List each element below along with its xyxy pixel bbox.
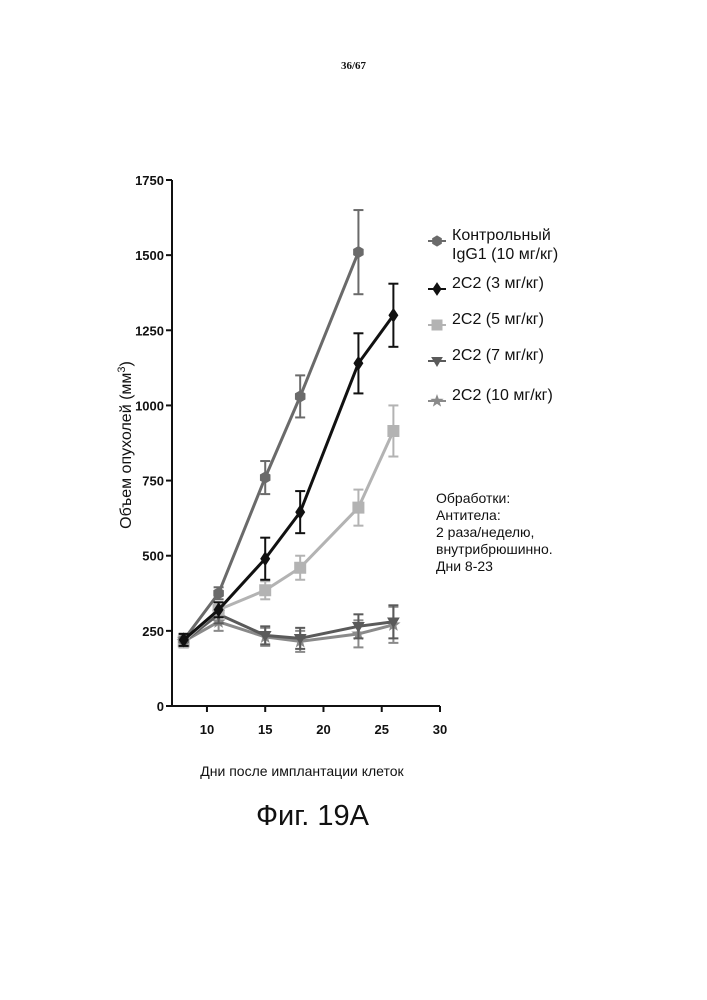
- x-tick-label: 20: [316, 722, 330, 737]
- y-tick-label: 0: [157, 699, 164, 714]
- legend-symbol: [432, 396, 442, 406]
- data-point: [214, 588, 224, 599]
- data-point: [295, 562, 306, 573]
- legend-symbol: [433, 236, 442, 246]
- figure-caption: Фиг. 19А: [0, 800, 625, 833]
- legend-item-control: Контрольный IgG1 (10 мг/кг): [428, 224, 628, 260]
- x-tick-label: 10: [200, 722, 214, 737]
- data-point: [295, 391, 305, 402]
- legend-label: 2C2 (3 мг/кг): [452, 274, 544, 293]
- data-point: [354, 247, 364, 258]
- y-tick-label: 750: [142, 474, 164, 489]
- legend-symbol: [432, 320, 442, 330]
- legend-item-2c2-5: 2C2 (5 мг/кг): [428, 308, 628, 344]
- y-tick-label: 1250: [135, 323, 164, 338]
- y-tick-label: 1000: [135, 398, 164, 413]
- legend-label: 2C2 (7 мг/кг): [452, 346, 544, 365]
- tumor-volume-chart: 0 250 500 750 1000 1250 1500 1750 10 15 20 25 30 Дни…: [0, 0, 707, 1000]
- x-tick-label: 15: [258, 722, 272, 737]
- legend-item-2c2-7: 2C2 (7 мг/кг): [428, 344, 628, 380]
- series-1: [179, 210, 364, 646]
- star-marker-icon: [428, 392, 446, 410]
- data-point: [388, 426, 399, 437]
- diamond-marker-icon: [428, 280, 446, 298]
- series-2: [179, 284, 399, 647]
- data-point: [260, 585, 271, 596]
- notes-line: Антитела:: [436, 507, 553, 524]
- series-line: [184, 252, 359, 640]
- legend-label: 2C2 (5 мг/кг): [452, 310, 544, 329]
- y-tick-label: 250: [142, 624, 164, 639]
- notes-line: внутрибрюшинно.: [436, 541, 553, 558]
- notes-title: Обработки:: [436, 490, 553, 507]
- series-5: [178, 607, 399, 652]
- triangle-down-marker-icon: [428, 352, 446, 370]
- legend-label: 2C2 (10 мг/кг): [452, 386, 553, 405]
- x-tick-label: 30: [433, 722, 447, 737]
- y-tick-label: 1500: [135, 248, 164, 263]
- data-point: [353, 502, 364, 513]
- y-axis-label-close: ): [118, 361, 135, 366]
- notes-line: 2 раза/неделю,: [436, 524, 553, 541]
- square-marker-icon: [428, 316, 446, 334]
- hexagon-marker-icon: [428, 232, 446, 250]
- series-layer: [178, 210, 399, 652]
- legend-label: Контрольный: [452, 226, 551, 245]
- x-axis-label: Дни после имплантации клеток: [200, 763, 404, 779]
- y-tick-label: 500: [142, 549, 164, 564]
- legend-item-2c2-10: 2C2 (10 мг/кг): [428, 384, 628, 420]
- notes-line: Дни 8-23: [436, 558, 553, 575]
- y-axis-label-main: Объем опухолей (мм: [118, 373, 135, 529]
- y-axis-label: Объем опухолей (мм3): [116, 361, 135, 529]
- legend-symbol: [433, 283, 441, 295]
- legend-item-2c2-3: 2C2 (3 мг/кг): [428, 272, 628, 308]
- x-tick-label: 25: [375, 722, 389, 737]
- data-point: [260, 472, 270, 483]
- axes: 0 250 500 750 1000 1250 1500 1750 10 15 20 25 30: [135, 173, 447, 737]
- treatment-notes: Обработки: Антитела: 2 раза/неделю, внут…: [436, 490, 553, 575]
- y-tick-label: 1750: [135, 173, 164, 188]
- legend-label-line2: IgG1 (10 мг/кг): [452, 245, 558, 264]
